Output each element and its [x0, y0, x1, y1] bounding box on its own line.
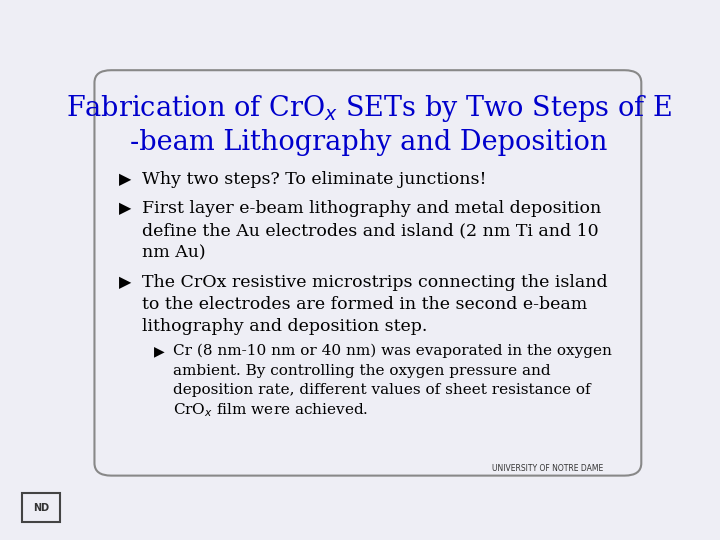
Text: ambient. By controlling the oxygen pressure and: ambient. By controlling the oxygen press…: [173, 364, 550, 378]
Text: Fabrication of CrO$_{x}$ SETs by Two Steps of E: Fabrication of CrO$_{x}$ SETs by Two Ste…: [66, 93, 672, 124]
Text: deposition rate, different values of sheet resistance of: deposition rate, different values of she…: [173, 383, 590, 397]
Text: The CrOx resistive microstrips connecting the island: The CrOx resistive microstrips connectin…: [142, 274, 608, 291]
Text: define the Au electrodes and island (2 nm Ti and 10: define the Au electrodes and island (2 n…: [142, 222, 598, 239]
Text: Why two steps? To eliminate junctions!: Why two steps? To eliminate junctions!: [142, 171, 487, 187]
Text: -beam Lithography and Deposition: -beam Lithography and Deposition: [130, 129, 608, 156]
Text: ▶: ▶: [154, 344, 165, 358]
Text: nm Au): nm Au): [142, 245, 205, 261]
FancyBboxPatch shape: [94, 70, 642, 476]
Text: ND: ND: [33, 503, 49, 512]
Text: Cr (8 nm-10 nm or 40 nm) was evaporated in the oxygen: Cr (8 nm-10 nm or 40 nm) was evaporated …: [173, 344, 611, 359]
Text: ▶: ▶: [119, 171, 131, 187]
Text: First layer e-beam lithography and metal deposition: First layer e-beam lithography and metal…: [142, 200, 601, 218]
Text: CrO$_{x}$ film were achieved.: CrO$_{x}$ film were achieved.: [173, 401, 368, 418]
Text: UNIVERSITY OF NOTRE DAME: UNIVERSITY OF NOTRE DAME: [492, 464, 603, 472]
Text: to the electrodes are formed in the second e-beam: to the electrodes are formed in the seco…: [142, 296, 587, 313]
Text: ▶: ▶: [119, 274, 131, 291]
Text: ▶: ▶: [119, 200, 131, 218]
Text: lithography and deposition step.: lithography and deposition step.: [142, 318, 427, 335]
